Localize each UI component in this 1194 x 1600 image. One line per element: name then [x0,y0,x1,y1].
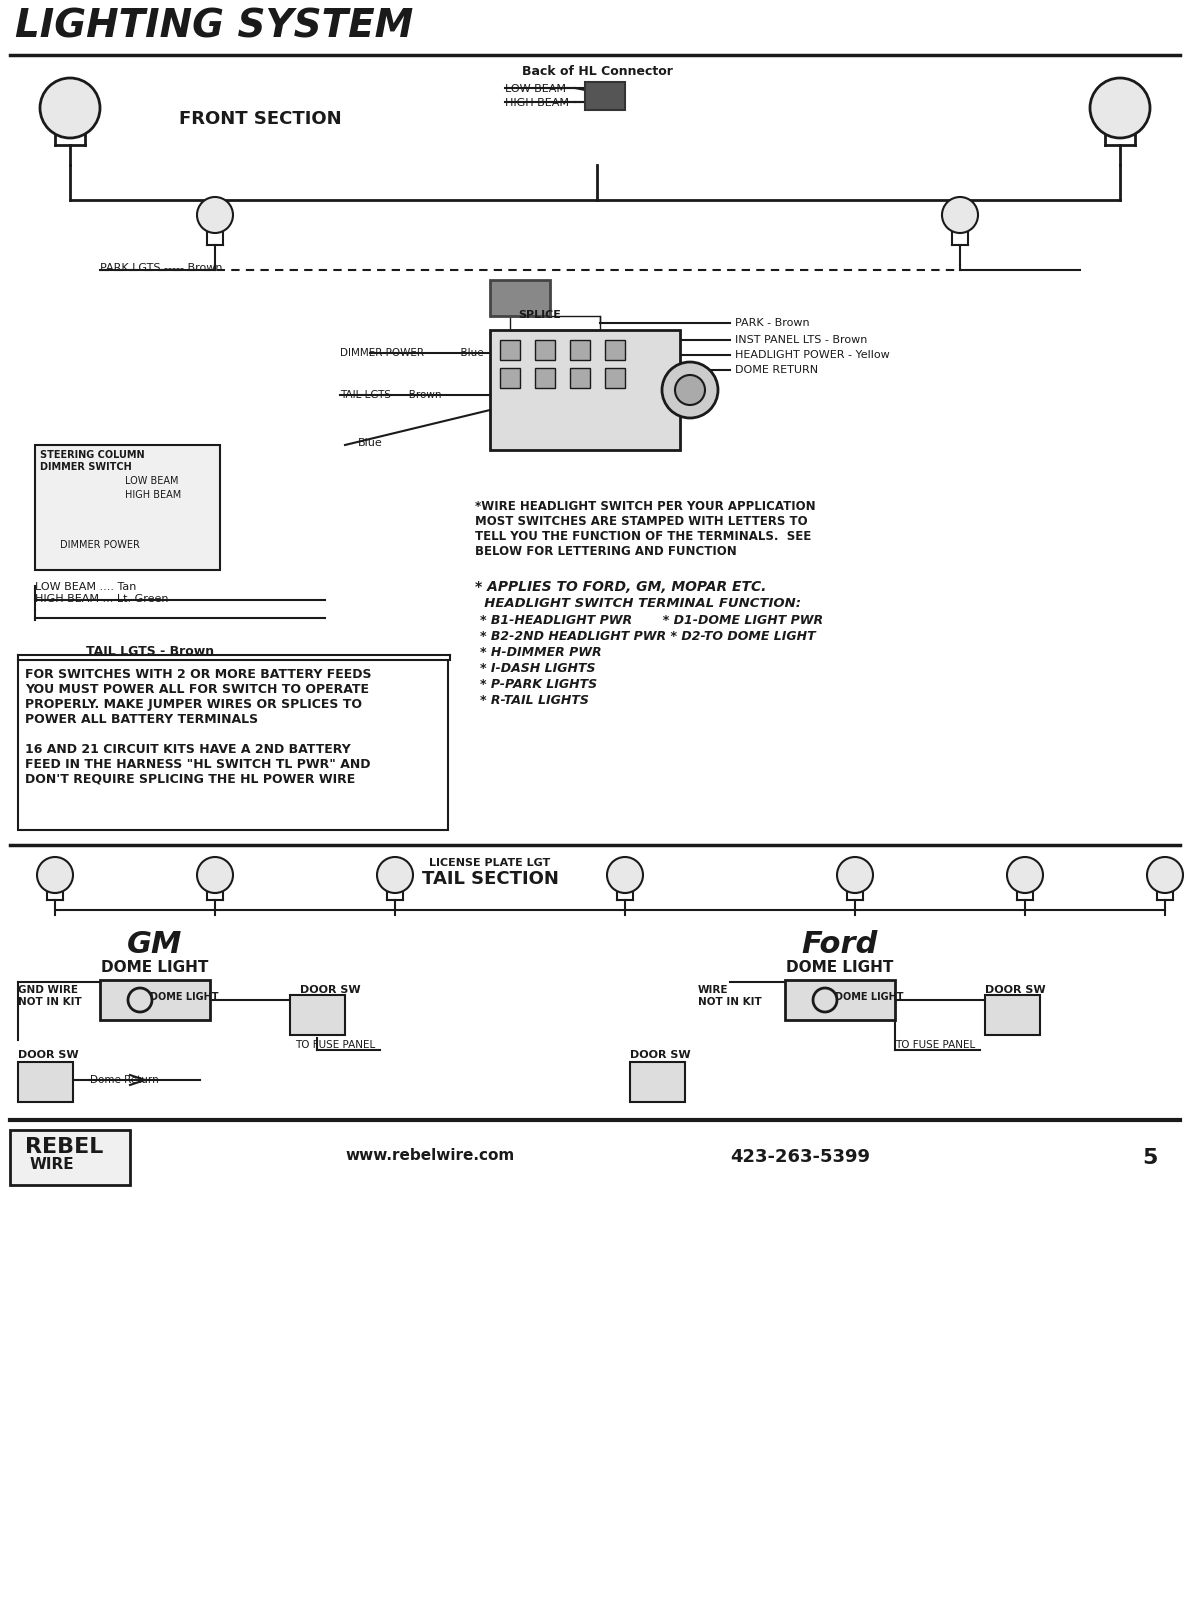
Circle shape [1147,858,1183,893]
Bar [985,995,1040,1035]
Text: WIRE
NOT IN KIT: WIRE NOT IN KIT [698,986,762,1006]
Text: DOOR SW: DOOR SW [18,1050,79,1059]
Text: HEADLIGHT SWITCH TERMINAL FUNCTION:: HEADLIGHT SWITCH TERMINAL FUNCTION: [475,597,801,610]
Text: Dome Return: Dome Return [90,1075,159,1085]
Bar [18,659,448,830]
Text: DOOR SW: DOOR SW [630,1050,690,1059]
Text: STEERING COLUMN
DIMMER SWITCH: STEERING COLUMN DIMMER SWITCH [41,450,144,472]
Text: GND WIRE
NOT IN KIT: GND WIRE NOT IN KIT [18,986,81,1006]
Circle shape [41,78,100,138]
Text: FOR SWITCHES WITH 2 OR MORE BATTERY FEEDS
YOU MUST POWER ALL FOR SWITCH TO OPERA: FOR SWITCHES WITH 2 OR MORE BATTERY FEED… [25,669,371,786]
Text: HIGH BEAM: HIGH BEAM [125,490,181,499]
Circle shape [607,858,644,893]
Text: DOME LIGHT: DOME LIGHT [787,960,893,974]
Text: 423-263-5399: 423-263-5399 [730,1149,870,1166]
Text: INST PANEL LTS - Brown: INST PANEL LTS - Brown [736,334,867,346]
Text: LOW BEAM: LOW BEAM [125,477,178,486]
Circle shape [37,858,73,893]
Text: * APPLIES TO FORD, GM, MOPAR ETC.: * APPLIES TO FORD, GM, MOPAR ETC. [475,579,767,594]
Text: FRONT SECTION: FRONT SECTION [179,110,341,128]
Circle shape [675,374,704,405]
Circle shape [837,858,873,893]
Text: SPLICE: SPLICE [518,310,561,320]
Bar [290,995,345,1035]
Text: * R-TAIL LIGHTS: * R-TAIL LIGHTS [480,694,589,707]
Text: PARK - Brown: PARK - Brown [736,318,810,328]
Circle shape [661,362,718,418]
Text: 5: 5 [1143,1149,1158,1168]
Text: TAIL LGTS - Brown: TAIL LGTS - Brown [86,645,214,658]
Bar [570,368,590,387]
Bar [630,1062,685,1102]
Text: DOOR SW: DOOR SW [300,986,361,995]
Text: * B1-HEADLIGHT PWR       * D1-DOME LIGHT PWR: * B1-HEADLIGHT PWR * D1-DOME LIGHT PWR [480,614,823,627]
Text: Ford: Ford [802,930,879,958]
Text: TAIL LGTS --- Brown: TAIL LGTS --- Brown [340,390,442,400]
Text: DOME RETURN: DOME RETURN [736,365,818,374]
Bar [605,341,624,360]
Text: www.rebelwire.com: www.rebelwire.com [345,1149,515,1163]
Text: PARK LGTS ----- Brown: PARK LGTS ----- Brown [100,262,222,274]
Text: * B2-2ND HEADLIGHT PWR * D2-TO DOME LIGHT: * B2-2ND HEADLIGHT PWR * D2-TO DOME LIGH… [480,630,816,643]
Text: GM: GM [128,930,183,958]
Text: Blue: Blue [358,438,383,448]
Bar [490,330,681,450]
Circle shape [1007,858,1044,893]
Text: LIGHTING SYSTEM: LIGHTING SYSTEM [16,8,413,46]
Text: DOME LIGHT: DOME LIGHT [150,992,219,1002]
Text: TAIL SECTION: TAIL SECTION [421,870,559,888]
Bar [784,979,896,1021]
Text: LICENSE PLATE LGT: LICENSE PLATE LGT [430,858,550,867]
Bar [535,341,555,360]
Text: TO FUSE PANEL: TO FUSE PANEL [896,1040,975,1050]
Text: HIGH BEAM ... Lt. Green: HIGH BEAM ... Lt. Green [35,594,168,603]
Bar [535,368,555,387]
Text: LOW BEAM .... Tan: LOW BEAM .... Tan [35,582,136,592]
Text: * P-PARK LIGHTS: * P-PARK LIGHTS [480,678,597,691]
Text: DOME LIGHT: DOME LIGHT [835,992,904,1002]
Circle shape [197,858,233,893]
Text: DIMMER POWER -------- Blue: DIMMER POWER -------- Blue [340,349,484,358]
Circle shape [1090,78,1150,138]
Text: WIRE: WIRE [30,1157,74,1171]
Text: DIMMER POWER: DIMMER POWER [60,541,140,550]
Text: HEADLIGHT POWER - Yellow: HEADLIGHT POWER - Yellow [736,350,890,360]
Bar [510,317,601,330]
Bar [18,1062,73,1102]
Circle shape [197,197,233,234]
Text: Back of HL Connector: Back of HL Connector [522,66,672,78]
Text: *WIRE HEADLIGHT SWITCH PER YOUR APPLICATION
MOST SWITCHES ARE STAMPED WITH LETTE: *WIRE HEADLIGHT SWITCH PER YOUR APPLICAT… [475,499,816,558]
Text: DOOR SW: DOOR SW [985,986,1046,995]
Bar [500,341,521,360]
Bar [585,82,624,110]
Text: * H-DIMMER PWR: * H-DIMMER PWR [480,646,602,659]
Bar [570,341,590,360]
Text: DOME LIGHT: DOME LIGHT [101,960,209,974]
Circle shape [942,197,978,234]
Bar [605,368,624,387]
Bar [100,979,210,1021]
Bar [500,368,521,387]
Bar [35,445,220,570]
Text: LOW BEAM: LOW BEAM [505,83,566,94]
Text: HIGH BEAM: HIGH BEAM [505,98,570,109]
Text: REBEL: REBEL [25,1138,104,1157]
Text: * I-DASH LIGHTS: * I-DASH LIGHTS [480,662,596,675]
Bar [10,1130,130,1186]
Circle shape [377,858,413,893]
Bar [490,280,550,317]
Text: TO FUSE PANEL: TO FUSE PANEL [295,1040,375,1050]
